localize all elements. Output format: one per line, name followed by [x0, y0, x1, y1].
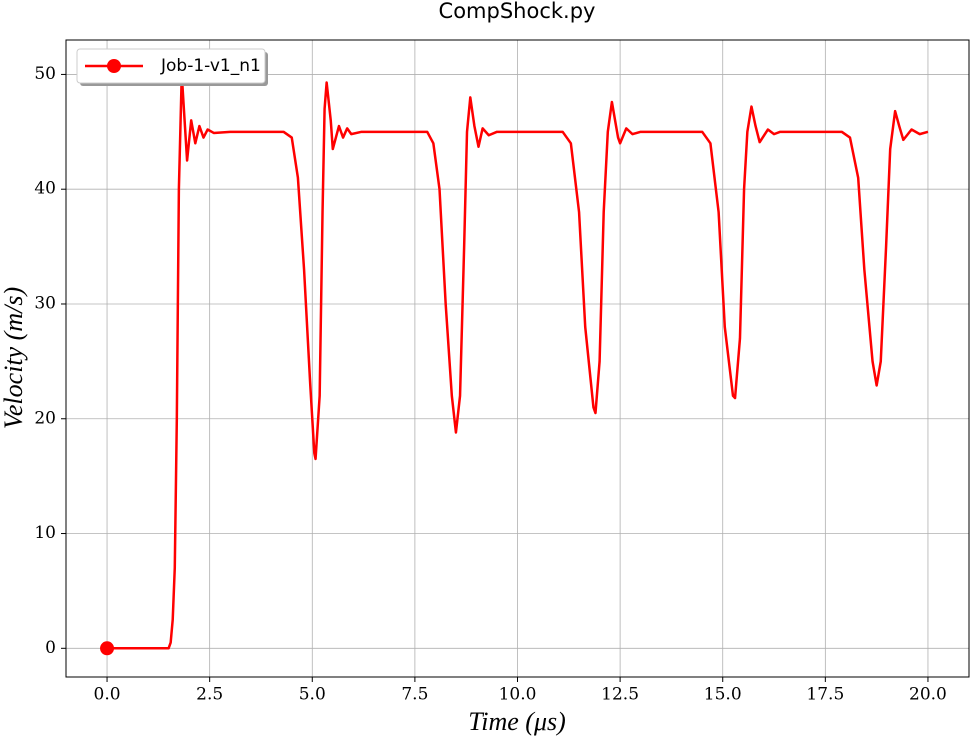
- y-axis-label: Velocity (m/s): [0, 287, 28, 429]
- x-tick-label: 2.5: [196, 685, 223, 705]
- data-line: [107, 73, 929, 650]
- x-tick-label: 20.0: [909, 685, 947, 705]
- y-tick-label: 40: [34, 179, 56, 199]
- x-tick-label: 12.5: [601, 685, 639, 705]
- x-tick-label: 0.0: [94, 685, 121, 705]
- y-tick-label: 30: [34, 293, 56, 313]
- x-tick-label: 10.0: [499, 685, 537, 705]
- x-axis-label: Time (μs): [468, 707, 566, 736]
- legend-label: Job-1-v1_n1: [160, 56, 261, 76]
- y-tick-label: 50: [34, 64, 56, 84]
- x-tick-label: 15.0: [704, 685, 742, 705]
- data-marker: [100, 641, 115, 656]
- chart-title: CompShock.py: [439, 0, 596, 23]
- x-tick-label: 17.5: [806, 685, 844, 705]
- x-tick-label: 5.0: [299, 685, 326, 705]
- y-tick-label: 10: [34, 523, 56, 543]
- plot-frame: [65, 39, 970, 678]
- legend-marker: [107, 59, 121, 73]
- legend-box: [76, 48, 266, 84]
- y-tick-label: 20: [34, 408, 56, 428]
- y-tick-label: 0: [45, 638, 56, 658]
- x-tick-label: 7.5: [401, 685, 428, 705]
